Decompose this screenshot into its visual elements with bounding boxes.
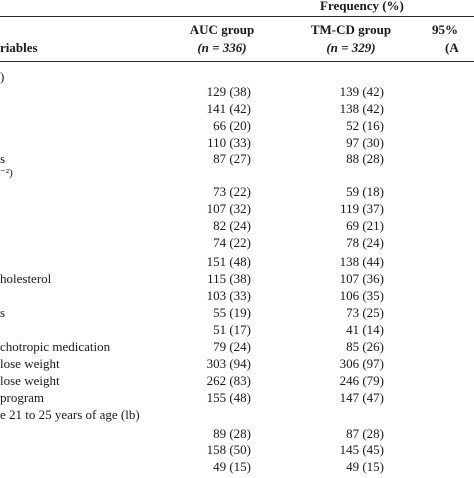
tmcd-value: 147 (47) bbox=[339, 390, 384, 405]
table-row: s 55 (19) 73 (25) bbox=[0, 305, 474, 324]
tmcd-value: 138 (44) bbox=[339, 254, 384, 269]
table-row: s 87 (27) 88 (28) bbox=[0, 151, 474, 170]
table-row: lose weight 262 (83) 246 (79) bbox=[0, 373, 474, 392]
table-row: 141 (42) 138 (42) bbox=[0, 101, 474, 120]
auc-value: 151 (48) bbox=[206, 254, 251, 269]
auc-value: 303 (94) bbox=[206, 356, 251, 371]
tmcd-value: 69 (21) bbox=[346, 218, 384, 233]
table-row: e 21 to 25 years of age (lb) bbox=[0, 407, 474, 426]
table-row: chotropic medication 79 (24) 85 (26) bbox=[0, 339, 474, 358]
auc-value: 66 (20) bbox=[213, 118, 251, 133]
auc-value: 115 (38) bbox=[207, 271, 251, 286]
tmcd-value: 78 (24) bbox=[346, 235, 384, 250]
row-label: ⁻²) bbox=[0, 167, 13, 179]
auc-value: 103 (33) bbox=[206, 288, 251, 303]
tmcd-value: 306 (97) bbox=[339, 356, 384, 371]
tmcd-value: 139 (42) bbox=[339, 84, 384, 99]
auc-value: 49 (15) bbox=[213, 459, 251, 474]
table-row: 151 (48) 138 (44) bbox=[0, 254, 474, 273]
tmcd-value: 52 (16) bbox=[346, 118, 384, 133]
row-label: ) bbox=[0, 69, 5, 84]
table-row: ⁻²) bbox=[0, 165, 474, 184]
auc-group-header: AUC group bbox=[189, 22, 255, 37]
auc-n-header: (n = 336) bbox=[172, 40, 272, 56]
auc-value: 158 (50) bbox=[206, 442, 251, 457]
table-row: 110 (33) 97 (30) bbox=[0, 135, 474, 154]
auc-value: 82 (24) bbox=[213, 218, 251, 233]
auc-value: 55 (19) bbox=[213, 305, 251, 320]
row-label: holesterol bbox=[0, 271, 52, 286]
table-row: holesterol 115 (38) 107 (36) bbox=[0, 271, 474, 290]
auc-value: 141 (42) bbox=[206, 101, 251, 116]
table-row: 89 (28) 87 (28) bbox=[0, 426, 474, 445]
table-row: 49 (15) 49 (15) bbox=[0, 459, 474, 478]
table-row: 129 (38) 139 (42) bbox=[0, 84, 474, 103]
table-row: 66 (20) 52 (16) bbox=[0, 118, 474, 137]
tmcd-value: 41 (14) bbox=[346, 322, 384, 337]
auc-value: 262 (83) bbox=[206, 373, 251, 388]
tmcd-value: 73 (25) bbox=[346, 305, 384, 320]
tmcd-value: 106 (35) bbox=[339, 288, 384, 303]
table-row: 74 (22) 78 (24) bbox=[0, 235, 474, 254]
tmcd-n-text: (n = 329) bbox=[326, 40, 376, 55]
auc-value: 79 (24) bbox=[213, 339, 251, 354]
row-label: lose weight bbox=[0, 356, 60, 371]
auc-value: 107 (32) bbox=[206, 201, 251, 216]
tmcd-value: 246 (79) bbox=[339, 373, 384, 388]
table-row: 73 (22) 59 (18) bbox=[0, 184, 474, 203]
header-rule-mid bbox=[172, 16, 474, 17]
table-row: 103 (33) 106 (35) bbox=[0, 288, 474, 307]
table-row: program 155 (48) 147 (47) bbox=[0, 390, 474, 409]
auc-value: 110 (33) bbox=[207, 135, 251, 150]
table-row: 51 (17) 41 (14) bbox=[0, 322, 474, 341]
auc-value: 73 (22) bbox=[213, 184, 251, 199]
tmcd-n-header: (n = 329) bbox=[296, 40, 406, 56]
tmcd-value: 85 (26) bbox=[346, 339, 384, 354]
ci-subheader: (A bbox=[445, 40, 459, 55]
variables-header: riables bbox=[0, 40, 38, 55]
tmcd-value: 88 (28) bbox=[346, 151, 384, 166]
frequency-header: Frequency (%) bbox=[320, 0, 404, 13]
ci-header: 95% bbox=[432, 22, 458, 37]
row-label: s bbox=[0, 305, 6, 320]
table-row: 158 (50) 145 (45) bbox=[0, 442, 474, 461]
auc-value: 155 (48) bbox=[206, 390, 251, 405]
tmcd-value: 59 (18) bbox=[346, 184, 384, 199]
tmcd-value: 138 (42) bbox=[339, 101, 384, 116]
tmcd-value: 119 (37) bbox=[340, 201, 384, 216]
tmcd-value: 97 (30) bbox=[346, 135, 384, 150]
tmcd-value: 145 (45) bbox=[339, 442, 384, 457]
tmcd-group-header: TM-CD group bbox=[310, 22, 392, 37]
table-row: lose weight 303 (94) 306 (97) bbox=[0, 356, 474, 375]
row-label: s bbox=[0, 151, 6, 166]
tmcd-value: 107 (36) bbox=[339, 271, 384, 286]
row-label: lose weight bbox=[0, 373, 60, 388]
auc-value: 129 (38) bbox=[206, 84, 251, 99]
auc-value: 74 (22) bbox=[213, 235, 251, 250]
tmcd-value: 49 (15) bbox=[346, 459, 384, 474]
row-label: e 21 to 25 years of age (lb) bbox=[0, 407, 140, 422]
table-row: 107 (32) 119 (37) bbox=[0, 201, 474, 220]
header-rule-bottom bbox=[0, 61, 474, 62]
row-label: program bbox=[0, 390, 45, 405]
tmcd-value: 87 (28) bbox=[346, 426, 384, 441]
auc-value: 51 (17) bbox=[213, 322, 251, 337]
row-label: chotropic medication bbox=[0, 339, 111, 354]
table-row: 82 (24) 69 (21) bbox=[0, 218, 474, 237]
auc-value: 89 (28) bbox=[213, 426, 251, 441]
table-row: ) bbox=[0, 69, 474, 88]
auc-n-text: (n = 336) bbox=[197, 40, 247, 55]
auc-value: 87 (27) bbox=[213, 151, 251, 166]
